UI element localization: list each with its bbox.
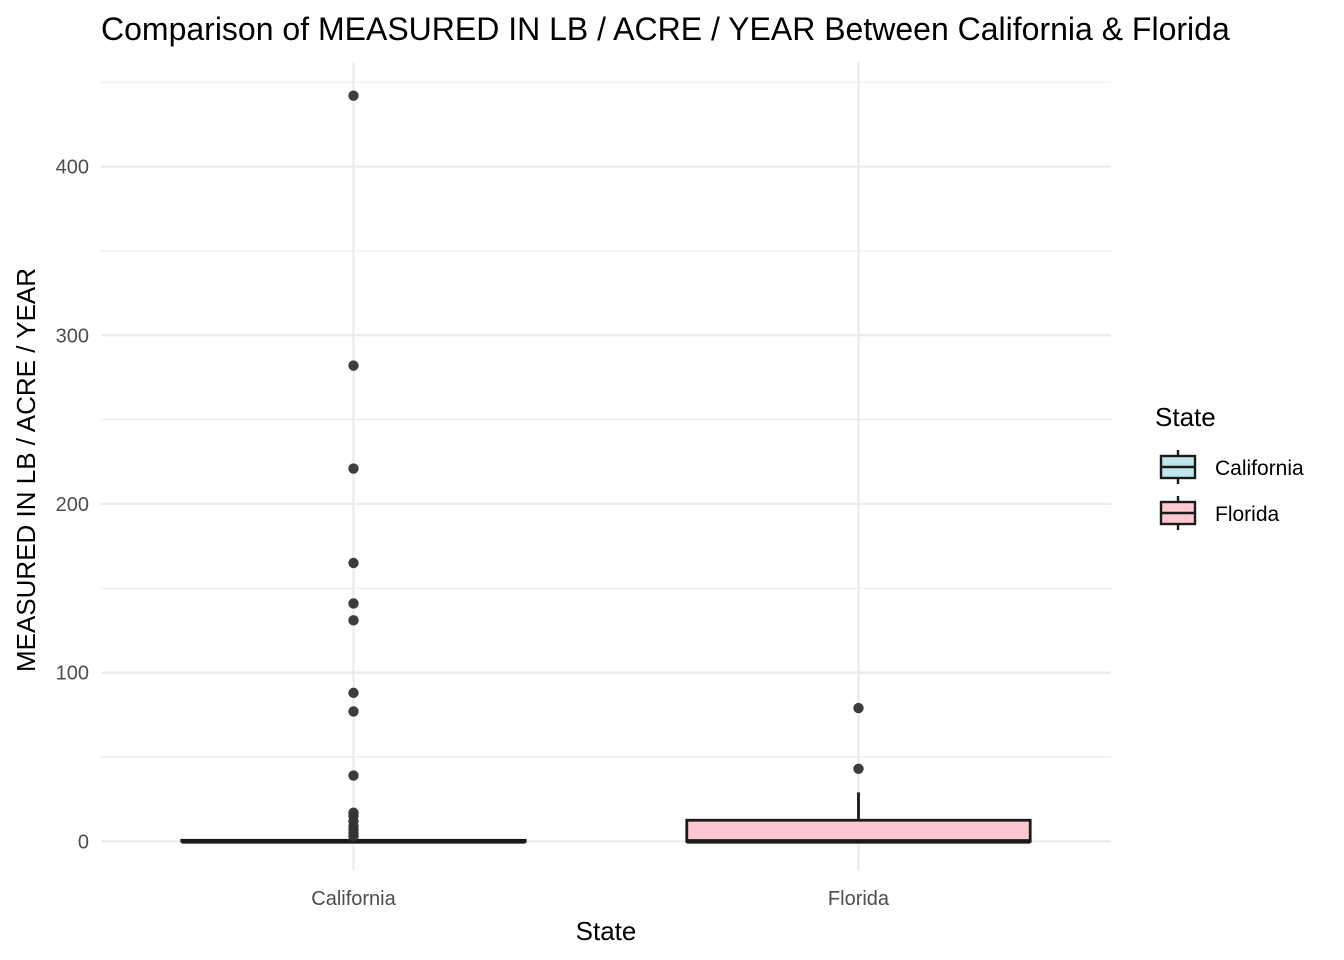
y-tick-label: 100 [56,663,89,685]
x-axis-title: State [576,916,637,946]
outlier-point [348,615,359,626]
y-tick-label: 400 [56,157,89,179]
legend: State California Florida [1155,402,1304,530]
outlier-point [348,598,359,609]
y-tick-label: 300 [56,325,89,347]
legend-label: California [1215,457,1304,480]
outlier-point [348,831,359,842]
outlier-point [348,706,359,717]
gridlines [101,62,1111,870]
legend-item-california: California [1159,450,1304,484]
boxes [180,90,1032,844]
y-tick-label: 200 [56,494,89,516]
x-tick-label: California [311,888,396,910]
x-tick-label: Florida [828,888,890,910]
legend-title: State [1155,402,1216,432]
x-axis-ticks: California Florida [311,888,890,910]
outlier-point [853,702,864,714]
y-axis-title: MEASURED IN LB / ACRE / YEAR [11,268,41,672]
plot-panel: 0 100 200 300 400 California Florida [56,62,1111,910]
box-california [180,90,527,844]
outlier-point [348,90,359,101]
box-body [685,818,1032,843]
outlier-point [348,360,359,371]
outlier-point [348,557,359,569]
outlier-point [348,463,359,474]
outlier-point [348,687,359,699]
legend-label: Florida [1215,503,1280,526]
y-tick-label: 0 [78,831,89,853]
y-axis-ticks: 0 100 200 300 400 [56,157,89,854]
outlier-point [853,763,864,774]
box-florida [685,702,1032,844]
legend-item-florida: Florida [1159,496,1280,530]
chart-title: Comparison of MEASURED IN LB / ACRE / YE… [101,11,1230,47]
outlier-point [348,770,359,781]
